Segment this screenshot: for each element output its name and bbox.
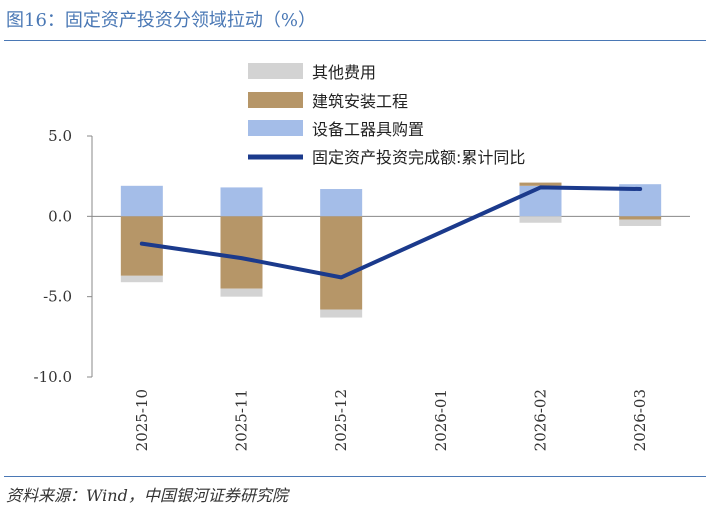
footer-divider: [4, 476, 706, 477]
legend-label: 设备工器具购置: [312, 120, 424, 139]
x-tick-label: 2025-11: [233, 389, 251, 451]
bar-segment: [519, 185, 562, 217]
bar-segment: [120, 185, 163, 217]
legend-label: 其他费用: [312, 63, 376, 82]
y-tick-label: 5.0: [48, 127, 72, 145]
bar-segment: [220, 288, 263, 297]
bar-segment: [619, 219, 662, 226]
chart: 5.0 0.0 -5.0 -10.0 2025-10 2025-11 2025-12 2026…: [34, 63, 690, 451]
bar-segment: [619, 216, 662, 220]
title-divider: [4, 40, 706, 41]
y-tick-label: -5.0: [43, 288, 72, 306]
bar-segment: [120, 275, 163, 283]
bar-segment: [519, 216, 562, 223]
legend-swatch: [248, 63, 303, 79]
bar-segment: [320, 216, 363, 310]
y-tick-label: 0.0: [48, 207, 72, 225]
x-tick-label: 2025-10: [133, 389, 151, 451]
x-tick-label: 2026-03: [631, 389, 649, 451]
chart-title: 图16：固定资产投资分领域拉动（%）: [6, 10, 317, 31]
x-tick-label: 2025-12: [332, 389, 350, 451]
legend-label: 固定资产投资完成额:累计同比: [312, 148, 525, 167]
legend-label: 建筑安装工程: [312, 92, 408, 111]
bar-segment: [320, 189, 363, 217]
bar-segment: [220, 216, 263, 289]
legend-swatch: [248, 120, 303, 136]
series-line: [139, 185, 643, 280]
x-tick-label: 2026-02: [532, 389, 550, 451]
bar-segment: [320, 309, 363, 318]
bar-segment: [519, 182, 562, 186]
source-note: 资料来源：Wind，中国银河证券研究院: [6, 486, 288, 505]
bar-segment: [220, 187, 263, 217]
legend-swatch: [248, 92, 303, 108]
y-tick-label: -10.0: [34, 368, 72, 386]
x-tick-label: 2026-01: [432, 389, 450, 451]
